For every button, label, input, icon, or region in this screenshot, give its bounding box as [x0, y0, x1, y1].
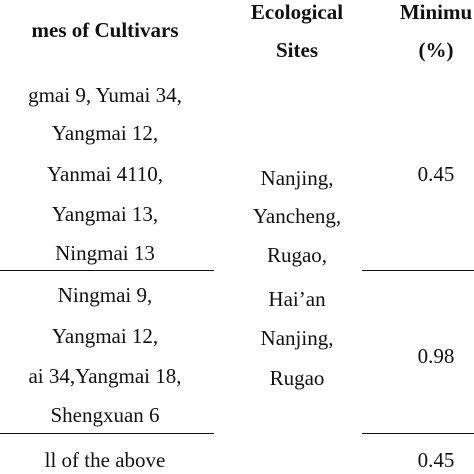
header-cultivars: mes of Cultivars: [31, 18, 179, 42]
minimum-value: 0.45: [417, 448, 455, 472]
cultivar-cell: Shengxuan 6: [50, 403, 160, 427]
site-cell: Hai’an: [268, 287, 326, 311]
row-divider: [0, 433, 214, 434]
cultivar-cell: Ningmai 9,: [57, 283, 153, 307]
header-sites-line2: Sites: [276, 38, 318, 62]
cultivar-cell: Yangmai 12,: [51, 121, 159, 145]
cultivar-cell: Yanmai 4110,: [46, 162, 164, 186]
cultivar-cell: Yangmai 13,: [51, 202, 159, 226]
cultivar-cell: Ningmai 13: [55, 241, 155, 265]
cultivar-cell: ll of the above: [44, 448, 166, 472]
cultivar-cell: ai 34,Yangmai 18,: [28, 364, 182, 388]
site-cell: Nanjing,: [260, 326, 334, 350]
minimum-value: 0.45: [417, 162, 455, 186]
header-minimum-line1: Minimu: [399, 0, 473, 24]
site-cell: Rugao,: [266, 243, 328, 267]
site-cell: Yancheng,: [252, 204, 342, 228]
cultivar-cell: Yangmai 12,: [51, 324, 159, 348]
minimum-value: 0.98: [417, 344, 455, 368]
row-divider: [0, 270, 214, 271]
header-minimum-unit: (%): [418, 38, 454, 62]
site-cell: Nanjing,: [260, 166, 334, 190]
cultivar-cell: gmai 9, Yumai 34,: [28, 83, 182, 107]
site-cell: Rugao: [269, 366, 325, 390]
row-divider: [362, 270, 474, 271]
row-divider: [362, 433, 474, 434]
header-sites-line1: Ecological: [250, 0, 344, 24]
